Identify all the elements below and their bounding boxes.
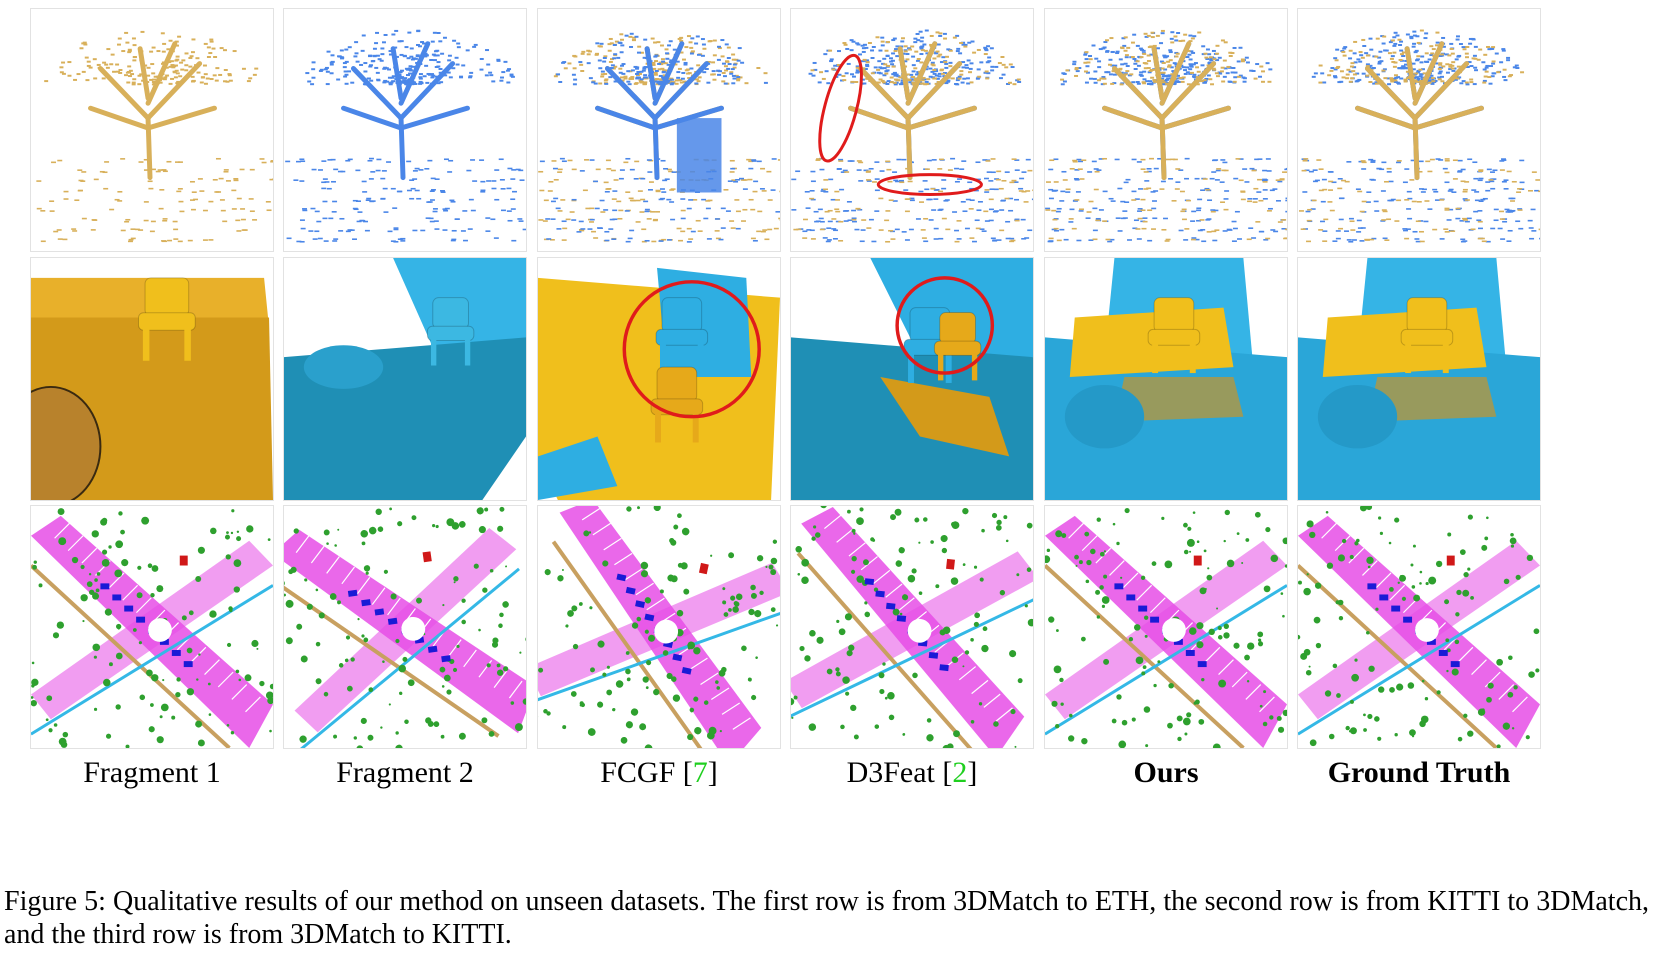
panel-tree-col3 <box>537 8 781 252</box>
column-label-text: Ours <box>1133 756 1199 789</box>
column-label: Fragment 1 <box>30 755 274 791</box>
chair-room-point-cloud <box>791 258 1033 500</box>
column-label-text: Ground Truth <box>1327 756 1511 789</box>
failure-marker-ellipse <box>876 173 983 196</box>
chair-room-point-cloud <box>1045 258 1287 500</box>
column-label: FCGF [7] <box>600 756 718 789</box>
panel-tree-col6 <box>1297 8 1541 252</box>
column-label-text: D3Feat <box>846 756 943 789</box>
tree-point-cloud <box>1045 29 1287 243</box>
street-segmentation-point-cloud <box>1045 507 1287 748</box>
street-segmentation-point-cloud <box>538 506 780 748</box>
panel-chair-room-col6 <box>1297 257 1541 501</box>
panel-tree-col2 <box>283 8 527 252</box>
panel-street-segmentation-col4 <box>790 505 1034 749</box>
panel-tree-col4 <box>790 8 1034 252</box>
column-label-text: Fragment 1 <box>83 756 221 789</box>
street-segmentation-point-cloud <box>31 508 273 748</box>
panel-chair-room-col3 <box>537 257 781 501</box>
tree-point-cloud <box>1298 29 1540 243</box>
tree-point-cloud <box>538 32 780 243</box>
panel-chair-room-col2 <box>283 257 527 501</box>
panel-tree-col1 <box>30 8 274 252</box>
panel-tree-col5 <box>1044 8 1288 252</box>
citation-link[interactable]: 2 <box>952 756 968 789</box>
panel-street-segmentation-col5 <box>1044 505 1288 749</box>
tree-point-cloud <box>791 29 1033 243</box>
column-label-text: FCGF <box>600 756 683 789</box>
failure-marker-ellipse <box>818 53 863 163</box>
failure-marker-circle <box>895 276 995 375</box>
chair-room-point-cloud <box>1298 258 1540 500</box>
panel-street-segmentation-col1 <box>30 505 274 749</box>
tree-point-cloud <box>36 30 273 243</box>
tree-point-cloud <box>285 29 526 243</box>
column-label: Ours <box>1044 755 1288 791</box>
failure-marker-circle <box>622 280 761 419</box>
column-label: Ground Truth <box>1297 755 1541 791</box>
panel-chair-room-col4 <box>790 257 1034 501</box>
column-label-text: Fragment 2 <box>336 756 474 789</box>
panel-chair-room-col1 <box>30 257 274 501</box>
panel-street-segmentation-col3 <box>537 505 781 749</box>
column-label: D3Feat [2] <box>846 756 978 789</box>
figure-caption: Figure 5: Qualitative results of our met… <box>4 886 1649 950</box>
street-segmentation-point-cloud <box>284 506 526 748</box>
citation-link[interactable]: 7 <box>692 756 708 789</box>
street-segmentation-point-cloud <box>791 506 1033 748</box>
figure-grid <box>30 8 1623 749</box>
chair-room-point-cloud <box>538 267 780 500</box>
panel-street-segmentation-col6 <box>1297 505 1541 749</box>
chair-room-point-cloud <box>31 258 273 500</box>
column-label: Fragment 2 <box>283 755 527 791</box>
street-segmentation-point-cloud <box>1298 506 1540 748</box>
panel-street-segmentation-col2 <box>283 505 527 749</box>
chair-room-point-cloud <box>284 258 526 500</box>
panel-chair-room-col5 <box>1044 257 1288 501</box>
